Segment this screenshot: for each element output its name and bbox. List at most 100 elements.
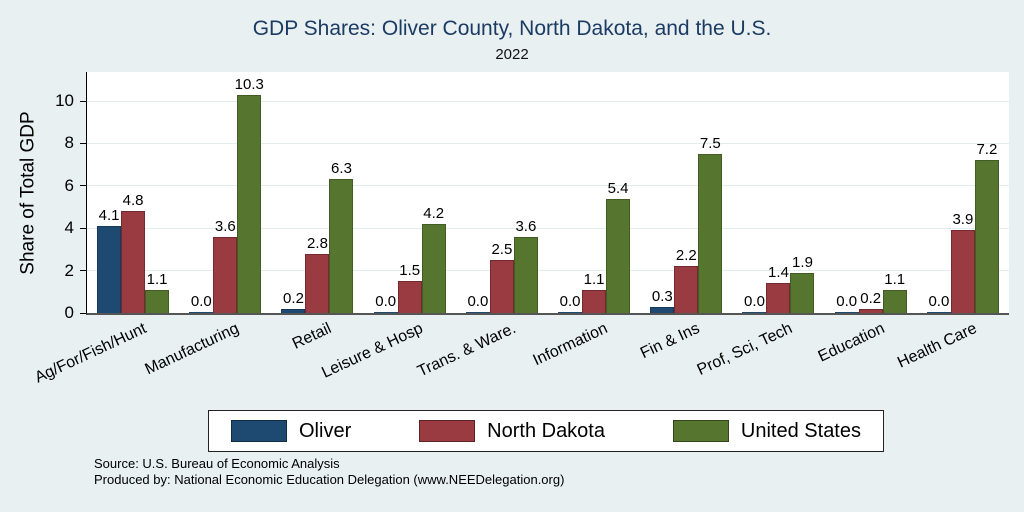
gridline (87, 227, 1009, 229)
bar-united-states (606, 199, 631, 313)
x-axis-label: Education (815, 320, 887, 366)
bar-north-dakota (305, 254, 330, 313)
x-axis-label: Leisure & Hosp (319, 320, 426, 382)
bar-value-label: 3.6 (214, 218, 236, 235)
x-axis-labels: Ag/For/Fish/Hunt Manufacturing Retail Leisu… (33, 316, 1008, 400)
y-tick-label: 6 (64, 175, 74, 195)
bar-north-dakota (950, 230, 975, 313)
x-axis-label: Fin & Ins (638, 320, 703, 363)
legend-label: United States (740, 419, 861, 442)
x-axis-label: Ag/For/Fish/Hunt (32, 320, 150, 387)
bar-oliver (97, 226, 122, 313)
x-axis-label: Information (530, 320, 611, 370)
x-axis-label: Prof, Sci, Tech (694, 320, 795, 379)
bar-value-label: 0.0 (836, 293, 858, 310)
bar-north-dakota (489, 260, 514, 313)
bar-group: 0.3 2.2 7.5 (640, 72, 732, 313)
bar-value-label: 4.2 (423, 205, 445, 222)
legend-swatch (672, 420, 729, 442)
bar-oliver (373, 312, 398, 313)
bar-united-states (882, 290, 907, 313)
gridline (87, 185, 1009, 187)
x-axis-label: Manufacturing (142, 320, 242, 379)
bar-value-label: 0.0 (744, 293, 765, 310)
bar-group: 0.0 3.6 10.3 (179, 72, 271, 313)
bar-value-label: 2.8 (307, 235, 328, 252)
y-tick-mark (80, 227, 86, 229)
bar-value-label: 0.0 (559, 293, 581, 310)
bar-group: 0.0 0.2 1.1 (825, 72, 917, 313)
bar-group: 0.0 3.9 7.2 (917, 72, 1009, 313)
bar-oliver (742, 312, 767, 313)
gridline (87, 142, 1009, 144)
bar-value-label: 1.1 (583, 271, 605, 288)
bar-value-label: 5.4 (607, 180, 629, 197)
bar-value-label: 1.5 (399, 262, 421, 279)
bar-north-dakota (766, 283, 791, 313)
gridline (87, 100, 1009, 102)
y-tick-label: 2 (64, 260, 74, 280)
bar-value-label: 1.1 (146, 271, 168, 288)
bar-value-label: 6.3 (331, 160, 352, 177)
bar-united-states (421, 224, 446, 313)
bar-oliver (926, 312, 951, 313)
bar-group: 0.2 2.8 6.3 (271, 72, 363, 313)
bar-north-dakota (674, 266, 699, 313)
bar-value-label: 0.3 (651, 288, 673, 305)
bar-united-states (329, 179, 354, 313)
legend-swatch (419, 420, 476, 442)
bar-value-label: 3.6 (515, 218, 537, 235)
footnotes: Source: U.S. Bureau of Economic Analysis… (94, 456, 564, 488)
bar-united-states (237, 95, 262, 313)
bar-value-label: 10.3 (234, 76, 264, 93)
bar-value-label: 1.4 (768, 264, 789, 281)
bar-group: 0.0 2.5 3.6 (456, 72, 548, 313)
x-axis-label: Health Care (894, 320, 980, 372)
gridline (87, 270, 1009, 272)
bar-north-dakota (582, 290, 607, 313)
bar-group: 0.0 1.4 1.9 (732, 72, 824, 313)
bar-oliver (281, 309, 306, 313)
bar-united-states (790, 273, 815, 313)
bar-value-label: 0.0 (375, 293, 397, 310)
bar-value-label: 0.2 (283, 290, 304, 307)
y-tick-mark (80, 312, 86, 314)
bar-oliver (465, 312, 490, 313)
y-tick-label: 10 (55, 91, 74, 110)
y-tick-mark (80, 142, 86, 144)
y-tick-label: 4 (64, 218, 74, 238)
bar-value-label: 0.0 (190, 293, 212, 310)
bar-value-label: 1.1 (884, 271, 906, 288)
bar-united-states (513, 237, 538, 313)
bar-oliver (189, 312, 214, 313)
bar-value-label: 4.1 (98, 207, 120, 224)
bar-united-states (974, 160, 999, 313)
bar-oliver (650, 307, 675, 313)
bar-group: 4.1 4.8 1.1 (87, 72, 179, 313)
legend-item: Oliver (231, 420, 351, 443)
bar-value-label: 0.2 (860, 290, 882, 307)
legend-label: Oliver (299, 419, 352, 442)
y-tick-mark (80, 270, 86, 272)
legend-label: North Dakota (487, 419, 605, 442)
bar-united-states (145, 290, 170, 313)
bar-oliver (834, 312, 859, 313)
x-axis-label: Retail (289, 320, 334, 353)
legend-item: North Dakota (419, 420, 605, 443)
bar-group: 0.0 1.5 4.2 (364, 72, 456, 313)
bar-oliver (558, 312, 583, 313)
bar-value-label: 2.2 (675, 247, 697, 264)
bar-value-label: 2.5 (491, 241, 513, 258)
bar-united-states (698, 154, 723, 313)
bar-value-label: 7.5 (699, 135, 721, 152)
bar-value-label: 0.0 (467, 293, 489, 310)
bar-value-label: 3.9 (952, 211, 974, 228)
chart-subtitle: 2022 (495, 46, 529, 63)
y-axis: 0 2 4 6 8 10 (46, 72, 86, 322)
bar-value-label: 0.0 (928, 293, 950, 310)
bar-group: 0.0 1.1 5.4 (548, 72, 640, 313)
bar-north-dakota (397, 281, 422, 313)
bar-north-dakota (858, 309, 883, 313)
x-axis-label: Trans. & Ware. (414, 320, 519, 381)
